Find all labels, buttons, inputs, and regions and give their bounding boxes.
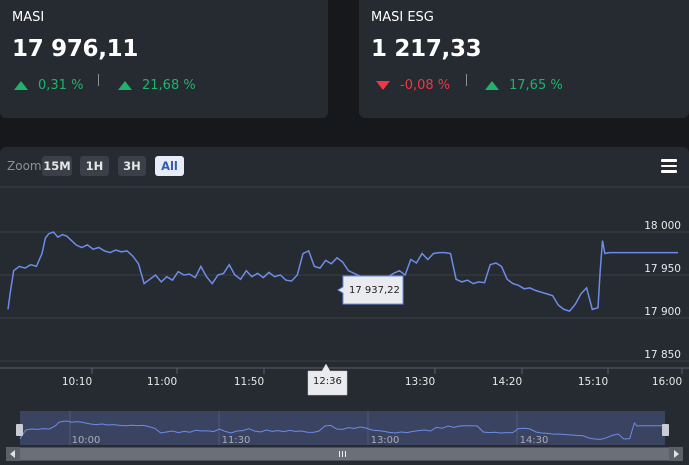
navigator-line (19, 420, 665, 440)
index-name: MASI ESG (371, 10, 434, 25)
index-name: MASI (12, 10, 45, 25)
zoom-15m-button[interactable]: 15M (42, 156, 72, 176)
daily-change-value: -0,08 % (400, 78, 451, 93)
y-tick-label: 17 850 (644, 349, 681, 361)
x-tick-label: 16:00 (652, 376, 682, 388)
arrow-up-icon (14, 81, 28, 90)
zoom-label: Zoom (7, 159, 42, 173)
scrollbar-thumb[interactable] (20, 448, 669, 460)
daily-change: -0,08 % (376, 78, 450, 93)
grid (0, 186, 689, 369)
x-tick-label: 14:20 (492, 376, 522, 388)
ytd-change-value: 21,68 % (142, 78, 196, 93)
value-tooltip: 17 937,22 (337, 275, 404, 305)
daily-change: 0,31 % (14, 78, 83, 93)
intraday-chart-card: Zoom 15M 1H 3H All 18 000 17 950 17 900 17 … (0, 147, 689, 465)
navigator-left-handle[interactable] (16, 424, 23, 436)
time-tooltip: 12:36 (307, 363, 348, 396)
arrow-up-icon (485, 81, 499, 90)
x-tick-label: 11:50 (234, 376, 264, 388)
navigator-range[interactable] (20, 411, 665, 445)
navigator-labels: 10:00 11:30 13:00 14:30 (72, 435, 549, 446)
ytd-change-value: 17,65 % (509, 78, 563, 93)
zoom-3h-button[interactable]: 3H (118, 156, 146, 176)
y-axis-labels: 18 000 17 950 17 900 17 850 (644, 220, 681, 361)
masi-card[interactable]: MASI 17 976,11 0,31 % 21,68 % (0, 0, 328, 118)
scroll-right-arrow-icon (674, 450, 679, 458)
scroll-left-arrow-icon (10, 450, 15, 458)
x-tick-label: 15:10 (578, 376, 608, 388)
navigator-tick-label: 10:00 (72, 435, 101, 446)
y-tick-label: 18 000 (644, 220, 681, 232)
chart-svg[interactable]: 18 000 17 950 17 900 17 850 10:10 11:00 11:50… (0, 147, 689, 465)
divider (98, 74, 99, 86)
arrow-down-icon (376, 81, 390, 90)
x-tick-label: 10:10 (62, 376, 92, 388)
navigator-right-handle[interactable] (662, 424, 669, 436)
navigator-tick-label: 13:00 (371, 435, 400, 446)
tooltip-time: 12:36 (313, 376, 342, 387)
zoom-1h-button[interactable]: 1H (80, 156, 109, 176)
daily-change-value: 0,31 % (38, 78, 84, 93)
index-value: 17 976,11 (12, 36, 139, 62)
x-tick-label: 13:30 (405, 376, 435, 388)
y-tick-label: 17 900 (644, 306, 681, 318)
scrollbar[interactable] (6, 447, 683, 461)
hamburger-menu-icon[interactable] (661, 159, 677, 173)
divider (466, 74, 467, 86)
masi-esg-card[interactable]: MASI ESG 1 217,33 -0,08 % 17,65 % (359, 0, 689, 118)
x-tick-label: 11:00 (147, 376, 177, 388)
index-value: 1 217,33 (371, 36, 482, 62)
navigator-tick-label: 11:30 (222, 435, 251, 446)
scrollbar-grip-icon (339, 451, 346, 457)
navigator[interactable]: 10:00 11:30 13:00 14:30 (16, 411, 669, 446)
price-line (7, 231, 678, 312)
x-axis-labels: 10:10 11:00 11:50 13:30 14:20 15:10 16:00 (62, 368, 683, 388)
arrow-up-icon (118, 81, 132, 90)
navigator-tick-label: 14:30 (520, 435, 549, 446)
zoom-all-button[interactable]: All (155, 156, 184, 176)
y-tick-label: 17 950 (644, 263, 681, 275)
ytd-change: 21,68 % (118, 78, 196, 93)
ytd-change: 17,65 % (485, 78, 563, 93)
tooltip-value: 17 937,22 (349, 285, 400, 296)
